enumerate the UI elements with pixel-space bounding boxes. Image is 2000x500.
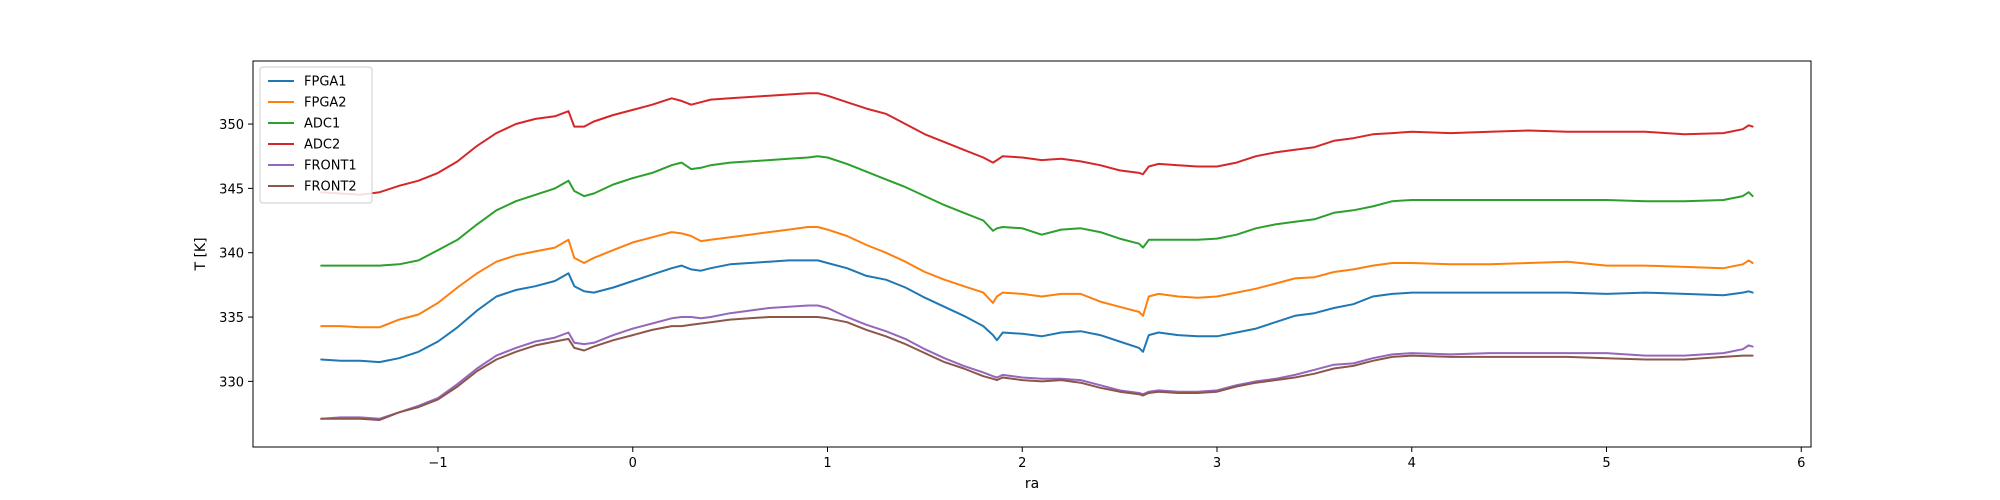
series-layer: [320, 92, 1754, 421]
series-line-adc1: [320, 155, 1754, 267]
y-axis-label: T [K]: [193, 237, 209, 271]
x-tick-label: 3: [1213, 456, 1221, 471]
x-tick-label: 1: [823, 456, 831, 471]
x-tick-label: 2: [1018, 456, 1026, 471]
legend: FPGA1 FPGA2 ADC1 ADC2 FRONT1 FRONT2: [259, 66, 373, 204]
y-tick-label: 350: [219, 118, 244, 133]
series-line-fpga1: [320, 259, 1754, 364]
y-tick-label: 330: [219, 375, 244, 390]
x-axis: −1 0 1 2 3 4 5 6: [428, 447, 1805, 471]
x-axis-label: ra: [1025, 476, 1039, 492]
x-tick-label: 4: [1408, 456, 1416, 471]
legend-label-adc2: ADC2: [304, 138, 340, 153]
plot-area: [253, 61, 1811, 447]
legend-label-front2: FRONT2: [304, 180, 357, 195]
legend-label-front1: FRONT1: [304, 159, 357, 174]
x-tick-label: −1: [428, 456, 447, 471]
series-line-front2: [320, 316, 1754, 421]
y-tick-label: 340: [219, 247, 244, 262]
x-tick-label: 6: [1797, 456, 1805, 471]
axes-frame: [252, 60, 1812, 448]
y-axis: 330 335 340 345 350: [219, 118, 253, 390]
legend-label-fpga1: FPGA1: [304, 75, 347, 90]
legend-label-adc1: ADC1: [304, 117, 340, 132]
series-line-fpga2: [320, 226, 1754, 329]
y-tick-label: 335: [219, 311, 244, 326]
x-tick-label: 5: [1602, 456, 1610, 471]
y-tick-label: 345: [219, 182, 244, 197]
legend-label-fpga2: FPGA2: [304, 96, 347, 111]
series-line-adc2: [320, 92, 1754, 196]
x-tick-label: 0: [629, 456, 637, 471]
series-line-front1: [320, 304, 1754, 420]
